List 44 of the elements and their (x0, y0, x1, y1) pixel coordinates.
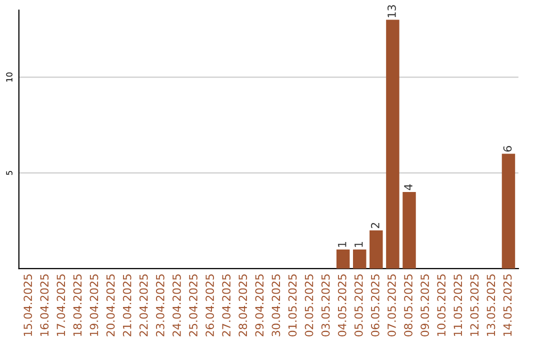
x-tick-label: 09.05.2025 (420, 274, 429, 336)
x-tick-label: 25.04.2025 (189, 274, 198, 336)
bar (502, 154, 516, 269)
x-tick-label: 12.05.2025 (470, 274, 479, 336)
bar (336, 249, 350, 269)
x-tick-label: 18.04.2025 (73, 274, 82, 336)
x-tick-label: 28.04.2025 (238, 274, 248, 336)
x-tick-label: 24.04.2025 (172, 274, 181, 336)
x-tick-label: 17.04.2025 (56, 274, 66, 336)
bar (402, 192, 416, 269)
x-tick-label: 29.04.2025 (255, 274, 264, 336)
x-tick-label: 26.04.2025 (206, 274, 214, 336)
data-label: 1 (354, 242, 363, 247)
x-tick-label: 07.05.2025 (388, 274, 396, 336)
x-tick-label: 05.05.2025 (354, 274, 363, 336)
x-tick-label: 19.04.2025 (90, 274, 98, 336)
x-tick-label: 01.05.2025 (288, 274, 297, 336)
data-label: 6 (503, 146, 512, 152)
x-tick-label: 27.04.2025 (222, 274, 231, 336)
x-tick-label: 15.04.2025 (24, 274, 32, 336)
data-label: 1 (338, 242, 346, 247)
x-tick-label: 03.05.2025 (321, 274, 330, 336)
data-label: 2 (370, 222, 380, 228)
x-tick-label: 04.05.2025 (338, 274, 346, 336)
x-tick-label: 06.05.2025 (370, 274, 380, 336)
x-tick-label: 10.05.2025 (437, 274, 446, 336)
y-tick-label: 10 (6, 72, 12, 82)
x-tick-label: 08.05.2025 (404, 274, 412, 336)
x-tick-label: 13.05.2025 (486, 274, 496, 336)
x-tick-label: 16.04.2025 (40, 274, 49, 336)
x-tick-label: 14.05.2025 (503, 274, 512, 336)
x-tick-label: 30.04.2025 (272, 274, 280, 336)
data-label: 4 (404, 184, 412, 190)
data-label: 13 (388, 5, 396, 18)
y-tick-label: 5 (6, 170, 12, 175)
x-tick-label: 21.04.2025 (122, 274, 132, 336)
bar (353, 249, 366, 269)
x-tick-label: 20.04.2025 (106, 274, 115, 336)
x-tick-label: 22.04.2025 (139, 274, 148, 336)
bar (370, 230, 383, 269)
x-tick-label: 11.05.2025 (454, 274, 462, 336)
bar (386, 20, 400, 269)
x-tick-label: 23.04.2025 (156, 274, 164, 336)
x-tick-label: 02.05.2025 (304, 274, 314, 336)
